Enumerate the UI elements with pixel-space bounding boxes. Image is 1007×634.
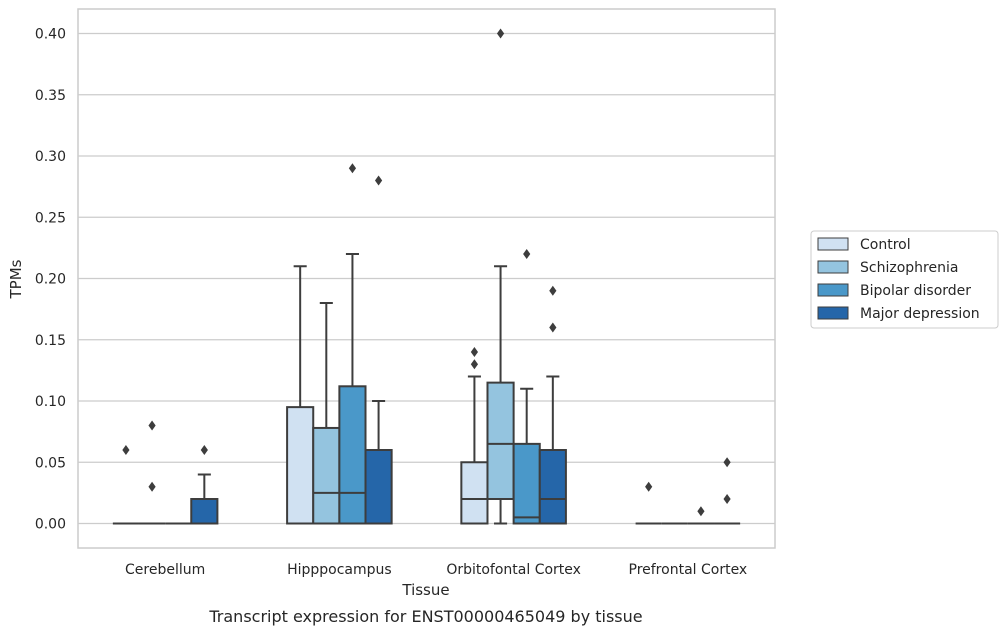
outlier-point (496, 28, 505, 39)
y-tick-label: 0.05 (35, 455, 66, 471)
y-tick-label: 0.15 (35, 333, 66, 349)
y-tick-label: 0.25 (35, 210, 66, 226)
box-iqr (538, 449, 567, 525)
outlier-point (549, 285, 557, 296)
plot-area (112, 28, 741, 525)
x-axis-ticks: Cerebellum Hipppocampus Orbitofontal Corte… (125, 562, 747, 578)
box-control (460, 347, 489, 525)
box-iqr (364, 449, 393, 525)
box-iqr (486, 381, 515, 500)
box-iqr (460, 461, 489, 525)
y-tick-label: 0.10 (35, 394, 66, 410)
outlier-point (549, 322, 557, 333)
x-tick-label: Prefrontal Cortex (629, 562, 748, 578)
box-control (635, 481, 662, 525)
chart-caption: Transcript expression for ENST0000046504… (208, 607, 642, 626)
y-tick-label: 0.20 (35, 272, 66, 288)
y-tick-label: 0.40 (35, 27, 66, 43)
box-schizophrenia (312, 302, 341, 525)
legend-swatch (817, 260, 849, 274)
outlier-point (348, 163, 357, 174)
box-iqr (190, 498, 219, 525)
y-tick-label: 0.30 (35, 149, 66, 165)
legend-label: Control (860, 237, 911, 253)
legend-swatch (817, 283, 849, 297)
box-bipolar-disorder (512, 249, 541, 525)
plot-frame (77, 8, 776, 549)
outlier-point (723, 494, 731, 504)
outlier-point (122, 445, 130, 455)
legend-frame (810, 230, 999, 329)
x-tick-label: Hipppocampus (287, 562, 392, 578)
outlier-point (470, 347, 479, 357)
box-schizophrenia (138, 420, 166, 525)
legend-label: Schizophrenia (860, 260, 958, 276)
box-control (112, 445, 139, 525)
box-schizophrenia (486, 28, 515, 525)
y-tick-label: 0.00 (35, 517, 66, 533)
outlier-point (148, 420, 156, 431)
outlier-point (723, 457, 731, 468)
legend-swatch (817, 306, 849, 320)
outlier-point (200, 445, 208, 455)
outlier-point (374, 175, 383, 186)
y-axis-label: TPMs (7, 259, 25, 299)
box-bipolar-disorder (687, 506, 715, 525)
x-tick-label: Cerebellum (125, 562, 205, 578)
outlier-point (697, 506, 705, 517)
legend-label: Major depression (860, 306, 980, 322)
legend-swatch (817, 237, 849, 251)
outlier-point (470, 359, 479, 370)
box-major-depression (364, 175, 393, 525)
legend-label: Bipolar disorder (860, 283, 971, 299)
outlier-point (523, 249, 531, 259)
box-major-depression (714, 457, 741, 525)
x-axis-label: Tissue (401, 581, 449, 599)
y-axis-ticks: 0.00 0.05 0.10 0.15 0.20 0.25 0.30 0.35 0.40 (35, 27, 66, 533)
outlier-point (148, 481, 156, 492)
legend: Control Schizophrenia Bipolar disorder Majo… (810, 230, 999, 329)
y-tick-label: 0.35 (35, 88, 66, 104)
box-iqr (312, 426, 341, 525)
box-major-depression (538, 285, 567, 525)
box-major-depression (190, 445, 219, 525)
gridlines (78, 32, 775, 525)
box-iqr (286, 406, 315, 525)
box-iqr (338, 385, 367, 525)
outlier-point (645, 481, 653, 492)
box-control (286, 265, 315, 525)
x-tick-label: Orbitofontal Cortex (446, 562, 581, 578)
box-iqr (512, 442, 541, 525)
